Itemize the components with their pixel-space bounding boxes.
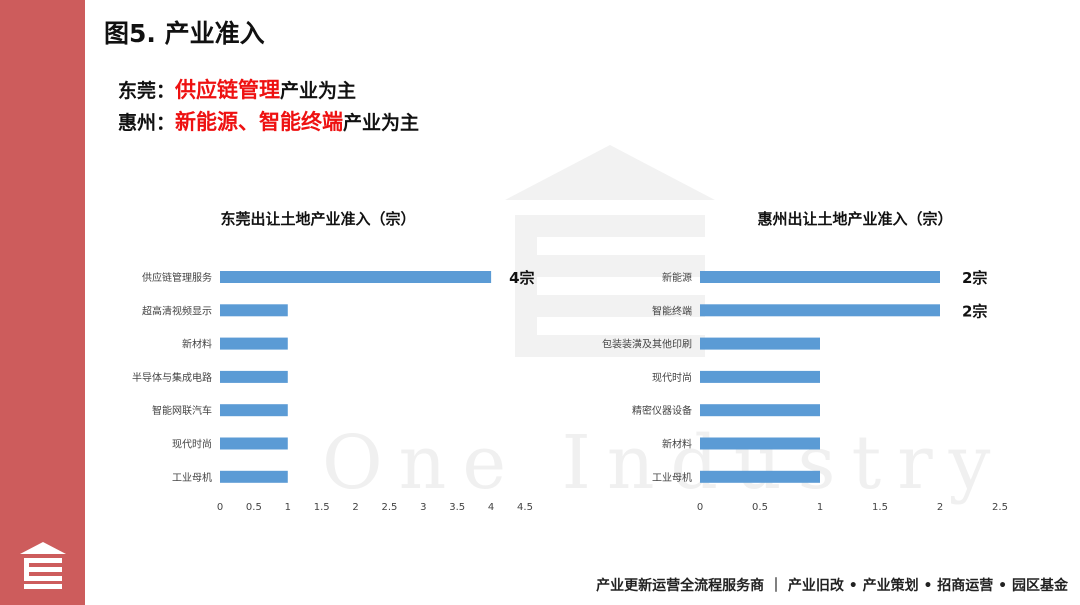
x-tick-label: 2 [937,502,943,513]
data-label: 4宗 [509,269,534,287]
x-tick-label: 1 [817,502,823,513]
watermark-text: One Industry [322,420,1007,506]
bar [700,304,940,317]
category-label: 精密仪器设备 [632,404,692,417]
category-label: 工业母机 [172,471,212,484]
category-label: 智能网联汽车 [152,404,212,417]
category-label: 工业母机 [652,471,692,484]
page-title: 图5. 产业准入 [104,19,265,48]
category-label: 智能终端 [652,304,692,317]
subtitle-dongguan: 东莞：供应链管理产业为主 [118,74,356,104]
bar [700,404,820,417]
category-label: 超高清视频显示 [142,304,212,317]
data-label: 2宗 [962,269,987,287]
chart-title: 东莞出让土地产业准入（宗） [220,210,415,228]
bar [700,437,820,450]
x-tick-label: 3 [420,502,426,513]
bar [700,337,820,350]
x-tick-label: 3.5 [449,502,465,513]
bar [220,470,288,483]
category-label: 包装装潢及其他印刷 [602,338,692,351]
category-label: 新材料 [182,338,212,351]
bar [220,404,288,417]
category-label: 现代时尚 [172,438,212,451]
logo-icon [20,542,66,589]
x-tick-label: 1.5 [314,502,330,513]
subtitle-prefix: 惠州： [118,112,176,134]
bar [220,304,288,317]
chart-title: 惠州出让土地产业准入（宗） [757,210,952,228]
subtitle-prefix: 东莞： [118,80,176,102]
x-tick-label: 2 [352,502,358,513]
data-label: 2宗 [962,302,987,320]
category-label: 现代时尚 [652,371,692,384]
bar [700,470,820,483]
footer-tagline: 产业更新运营全流程服务商 ｜ 产业旧改 • 产业策划 • 招商运营 • 园区基金 [596,578,1068,594]
category-label: 供应链管理服务 [142,271,212,284]
bar [220,271,492,283]
watermark-house-icon [505,145,715,357]
bar [220,370,288,383]
x-tick-label: 4.5 [517,502,533,513]
sidebar-accent [0,0,85,605]
bar [220,337,288,350]
subtitle-highlight: 新能源、智能终端 [175,110,344,134]
category-label: 新材料 [662,438,692,451]
subtitle-suffix: 产业为主 [280,80,357,102]
x-tick-label: 0 [217,502,223,513]
x-tick-label: 0.5 [246,502,262,513]
x-tick-label: 2.5 [992,502,1008,513]
subtitle-highlight: 供应链管理 [175,78,281,102]
bar [700,370,820,383]
bar [220,437,288,450]
x-tick-label: 1 [285,502,291,513]
x-tick-label: 1.5 [872,502,888,513]
subtitle-suffix: 产业为主 [343,112,420,134]
subtitle-huizhou: 惠州：新能源、智能终端产业为主 [118,106,419,136]
x-tick-label: 4 [488,502,494,513]
bar [700,271,940,283]
category-label: 新能源 [662,271,692,284]
x-tick-label: 2.5 [381,502,397,513]
category-label: 半导体与集成电路 [132,371,212,384]
x-tick-label: 0 [697,502,703,513]
x-tick-label: 0.5 [752,502,768,513]
